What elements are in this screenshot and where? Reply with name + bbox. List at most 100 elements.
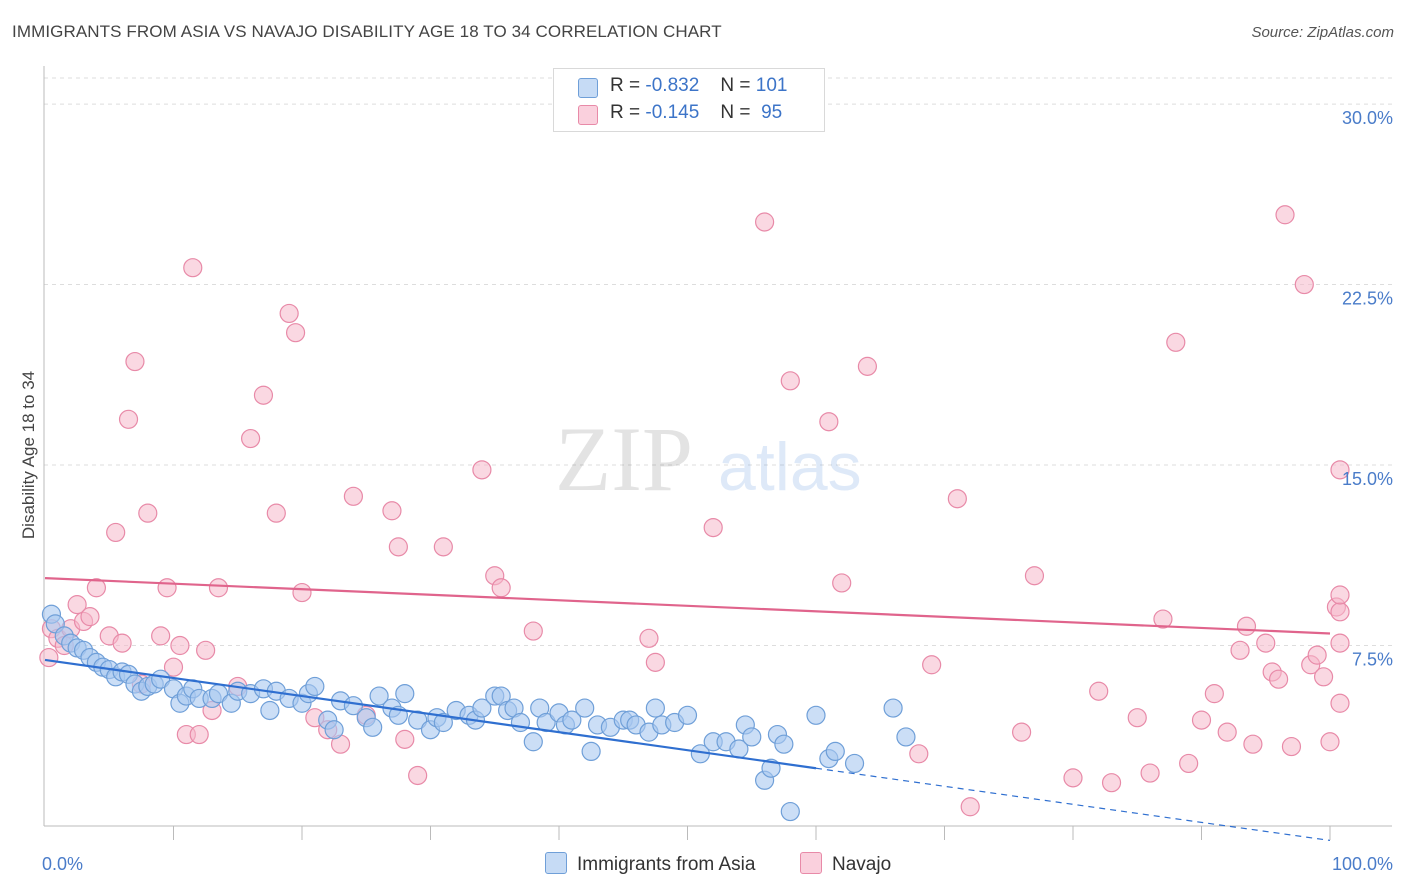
asia-point [581,741,601,762]
navajo-point [253,385,274,405]
legend-n-label: N = [720,75,751,96]
navajo-point [157,578,177,598]
navajo-point [1191,710,1212,730]
asia-point [742,727,762,747]
navajo-point [960,797,980,817]
legend-swatch-asia [578,78,598,98]
navajo-point [388,537,408,557]
bottom-legend-swatch-asia [545,852,567,874]
trend-lines [44,577,1331,842]
navajo-point [1024,566,1045,586]
watermark: ZIP atlas [555,408,862,510]
navajo-point [1313,667,1334,687]
navajo-point [1236,616,1257,636]
navajo-point [780,371,800,391]
navajo-point [170,635,190,656]
navajo-point [1179,753,1199,774]
navajo-point [947,489,967,509]
navajo-point [343,486,363,506]
navajo-point [1268,669,1289,689]
navajo-point [196,640,216,660]
legend-r-label: R = [610,75,641,96]
navajo-point [1101,773,1122,793]
asia-point [780,801,800,822]
navajo-point [151,626,171,646]
navajo-point [279,303,299,324]
asia-point [761,758,781,778]
navajo-point [1063,768,1083,788]
navajo-point [1140,763,1160,783]
correlation-legend: R = -0.832 N = 101 R = -0.145 N = 95 [553,68,825,132]
navajo-point [1307,645,1327,665]
legend-n-label: N = [720,102,751,123]
asia-point [408,710,428,730]
asia-trend-line [44,658,817,770]
x-tick-label-min: 0.0% [42,854,83,874]
asia-point [825,741,845,762]
navajo-point [1011,722,1032,742]
navajo-point [639,628,659,648]
navajo-point [1330,460,1350,480]
chart-title: IMMIGRANTS FROM ASIA VS NAVAJO DISABILIT… [12,22,722,41]
navajo-point [1256,633,1276,653]
asia-point [324,720,344,740]
navajo-point [1281,736,1302,757]
legend-n-value: 95 [761,102,783,123]
asia-points [41,604,916,822]
legend-swatch-navajo [578,105,598,125]
navajo-point [292,582,312,603]
navajo-point [208,578,229,598]
bottom-legend-label-asia: Immigrants from Asia [577,854,756,875]
navajo-point [754,212,775,232]
navajo-point [408,765,428,786]
y-tick-label: 22.5% [1342,289,1393,309]
navajo-point [1127,708,1147,728]
asia-point [774,734,794,754]
navajo-point [189,724,209,745]
navajo-point [39,647,59,668]
navajo-point [138,503,158,523]
y-tick-label: 7.5% [1352,650,1393,670]
asia-point [883,698,903,718]
navajo-point [86,578,107,598]
navajo-point [645,652,665,672]
navajo-point [382,501,402,521]
navajo-point [112,633,132,653]
navajo-point [857,356,878,376]
navajo-point [285,323,306,343]
navajo-point [395,729,415,749]
asia-point [510,712,531,733]
navajo-point [106,522,126,543]
legend-n-value: 101 [755,75,788,96]
watermark-atlas: atlas [718,429,862,505]
navajo-point [163,657,184,677]
asia-point [472,698,492,718]
navajo-point [1089,681,1109,701]
navajo-point [922,655,942,675]
y-tick-label: 30.0% [1342,108,1393,128]
asia-point [363,717,383,737]
source-label: Source: ZipAtlas.com [1251,24,1394,41]
navajo-point [1330,693,1350,713]
asia-point [562,710,582,730]
navajo-point [909,744,929,764]
navajo-point [1230,640,1250,660]
asia-point [896,727,916,747]
navajo-point [523,621,543,641]
asia-point [395,684,415,704]
bottom-legend-navajo: Navajo [800,852,891,876]
navajo-point [1275,205,1295,225]
asia-point [806,705,826,725]
navajo-point [1330,585,1350,605]
axes [43,66,1392,840]
legend-r-value: -0.832 [645,75,700,96]
legend-r-value: -0.145 [645,102,700,123]
asia-point [844,753,865,774]
navajo-point [1153,609,1173,629]
navajo-point [125,351,145,372]
navajo-point [832,573,852,593]
navajo-point [433,537,453,557]
grid-lines [44,77,1392,647]
navajo-point [703,517,723,538]
